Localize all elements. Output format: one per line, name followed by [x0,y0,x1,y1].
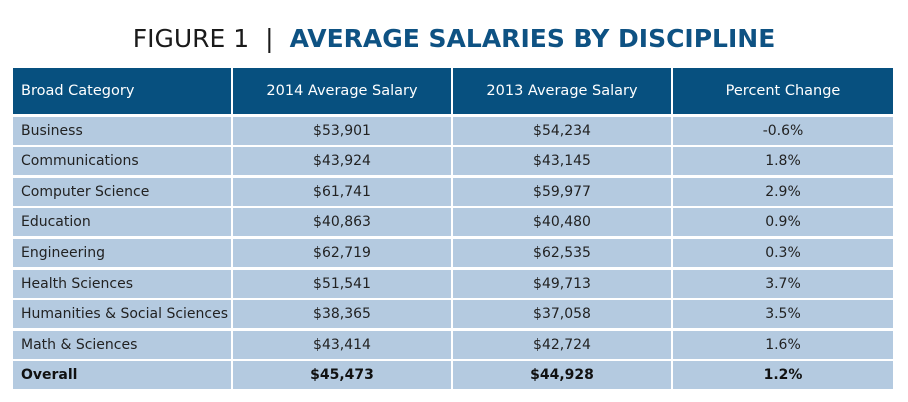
table-row: Communications $43,924 $43,145 1.8% [13,147,893,176]
salary-2013-cell: $49,713 [453,269,673,298]
salary-2014-cell: $40,863 [233,208,453,237]
table-row: Health Sciences $51,541 $49,713 3.7% [13,269,893,298]
salary-2013-cell: $40,480 [453,208,673,237]
header-2014-salary: 2014 Average Salary [233,68,453,114]
salary-2013-cell: $54,234 [453,116,673,145]
salary-2013-cell: $59,977 [453,177,673,206]
table-row-overall: Overall $45,473 $44,928 1.2% [13,361,893,390]
percent-change-cell: 3.7% [765,275,801,292]
salary-2014-cell: $43,414 [233,330,453,359]
category-cell: Overall [13,361,233,390]
salary-2014-cell: $62,719 [233,238,453,267]
salary-2014-cell: $53,901 [233,116,453,145]
salary-2014-cell: $61,741 [233,177,453,206]
percent-change-cell: 1.2% [763,367,803,384]
category-cell: Health Sciences [13,269,233,298]
category-cell: Humanities & Social Sciences [13,300,233,329]
category-cell: Communications [13,147,233,176]
table-row: Engineering $62,719 $62,535 0.3% [13,238,893,267]
salary-table: Broad Category 2014 Average Salary 2013 … [13,68,893,390]
figure-heading: AVERAGE SALARIES BY DISCIPLINE [289,24,776,53]
percent-change-cell: 0.3% [765,244,801,261]
category-cell: Business [13,116,233,145]
table-row: Computer Science $61,741 $59,977 2.9% [13,177,893,206]
percent-change-cell: -0.6% [762,122,804,139]
category-cell: Computer Science [13,177,233,206]
category-cell: Math & Sciences [13,330,233,359]
salary-2013-cell: $43,145 [453,147,673,176]
percent-change-cell: 0.9% [765,214,801,231]
header-broad-category: Broad Category [13,68,233,114]
header-percent-change: Percent Change [725,83,841,99]
salary-2014-cell: $38,365 [233,300,453,329]
table-row: Education $40,863 $40,480 0.9% [13,208,893,237]
salary-2013-cell: $42,724 [453,330,673,359]
percent-change-cell: 1.6% [765,336,801,353]
table-row: Math & Sciences $43,414 $42,724 1.6% [13,330,893,359]
salary-2013-cell: $44,928 [453,361,673,390]
percent-change-cell: 2.9% [765,183,801,200]
salary-2013-cell: $62,535 [453,238,673,267]
header-2013-salary: 2013 Average Salary [453,68,673,114]
category-cell: Engineering [13,238,233,267]
salary-2014-cell: $43,924 [233,147,453,176]
salary-2013-cell: $37,058 [453,300,673,329]
salary-2014-cell: $45,473 [233,361,453,390]
table-header-row: Broad Category 2014 Average Salary 2013 … [13,68,893,114]
title-separator: | [265,24,274,53]
category-cell: Education [13,208,233,237]
percent-change-cell: 3.5% [765,306,801,323]
salary-2014-cell: $51,541 [233,269,453,298]
table-row: Humanities & Social Sciences $38,365 $37,0… [13,300,893,329]
figure-number: FIGURE 1 [132,24,250,53]
percent-change-cell: 1.8% [765,153,801,170]
table-row: Business $53,901 $54,234 -0.6% [13,116,893,145]
figure-title: FIGURE 1 | AVERAGE SALARIES BY DISCIPLINE [0,22,908,56]
